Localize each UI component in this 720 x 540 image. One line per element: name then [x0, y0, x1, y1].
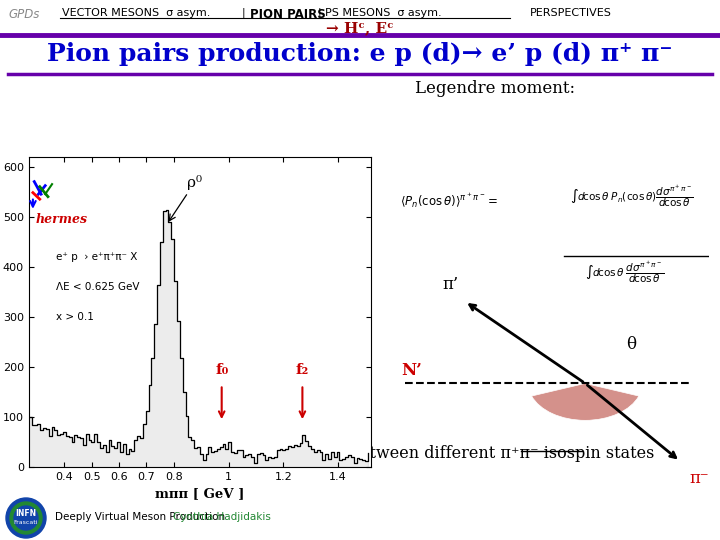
Text: INFN: INFN — [15, 510, 37, 518]
Text: ΛE < 0.625 GeV: ΛE < 0.625 GeV — [56, 282, 140, 292]
Text: f₀: f₀ — [215, 363, 228, 377]
Text: PS MESONS  σ asym.: PS MESONS σ asym. — [325, 8, 441, 18]
Text: π’: π’ — [442, 276, 459, 293]
Text: θ: θ — [626, 336, 636, 353]
Text: $\int d\!\cos\theta\; \dfrac{d\sigma^{\pi^+\pi^-}}{d\!\cos\theta}$: $\int d\!\cos\theta\; \dfrac{d\sigma^{\p… — [585, 259, 665, 285]
Text: Legendre moment:: Legendre moment: — [415, 80, 575, 97]
Circle shape — [14, 506, 38, 530]
Text: <P₁> sensitive to the interference between different π⁺π⁻ isospin states: <P₁> sensitive to the interference betwe… — [66, 445, 654, 462]
Text: π⁻: π⁻ — [690, 470, 709, 487]
X-axis label: mππ [ GeV ]: mππ [ GeV ] — [155, 488, 245, 501]
Text: → Hᶜ, Eᶜ: → Hᶜ, Eᶜ — [326, 21, 394, 35]
Text: GPDs: GPDs — [8, 8, 40, 21]
Text: N’: N’ — [402, 362, 423, 379]
Text: $\int d\!\cos\theta\; P_n(\cos\theta)\dfrac{d\sigma^{\pi^+\pi^-}}{d\!\cos\theta}: $\int d\!\cos\theta\; P_n(\cos\theta)\df… — [570, 184, 694, 210]
Circle shape — [6, 498, 46, 538]
Text: PERSPECTIVES: PERSPECTIVES — [530, 8, 612, 18]
Text: VECTOR MESONS  σ asym.: VECTOR MESONS σ asym. — [62, 8, 210, 18]
Circle shape — [10, 502, 42, 534]
Text: ρ⁰: ρ⁰ — [169, 174, 202, 221]
Text: Frascati: Frascati — [14, 519, 38, 524]
Wedge shape — [531, 383, 639, 420]
Text: PION PAIRS: PION PAIRS — [250, 8, 325, 21]
Text: |: | — [318, 8, 322, 18]
Text: Cynthia Hadjidakis: Cynthia Hadjidakis — [173, 512, 271, 522]
Text: hermes: hermes — [35, 213, 88, 226]
Text: Pion pairs production: e p (d)→ e’ p (d) π⁺ π⁻: Pion pairs production: e p (d)→ e’ p (d)… — [48, 42, 672, 66]
Text: $\langle P_n(\cos\theta)\rangle^{\pi^+\pi^-} =$: $\langle P_n(\cos\theta)\rangle^{\pi^+\p… — [400, 191, 498, 210]
Text: Deeply Virtual Meson Production: Deeply Virtual Meson Production — [55, 512, 232, 522]
Text: |: | — [242, 8, 246, 18]
Text: e⁺ p  › e⁺π⁺π⁻ X: e⁺ p › e⁺π⁺π⁻ X — [56, 252, 138, 262]
Text: x > 0.1: x > 0.1 — [56, 312, 94, 322]
Text: f₂: f₂ — [296, 363, 309, 377]
